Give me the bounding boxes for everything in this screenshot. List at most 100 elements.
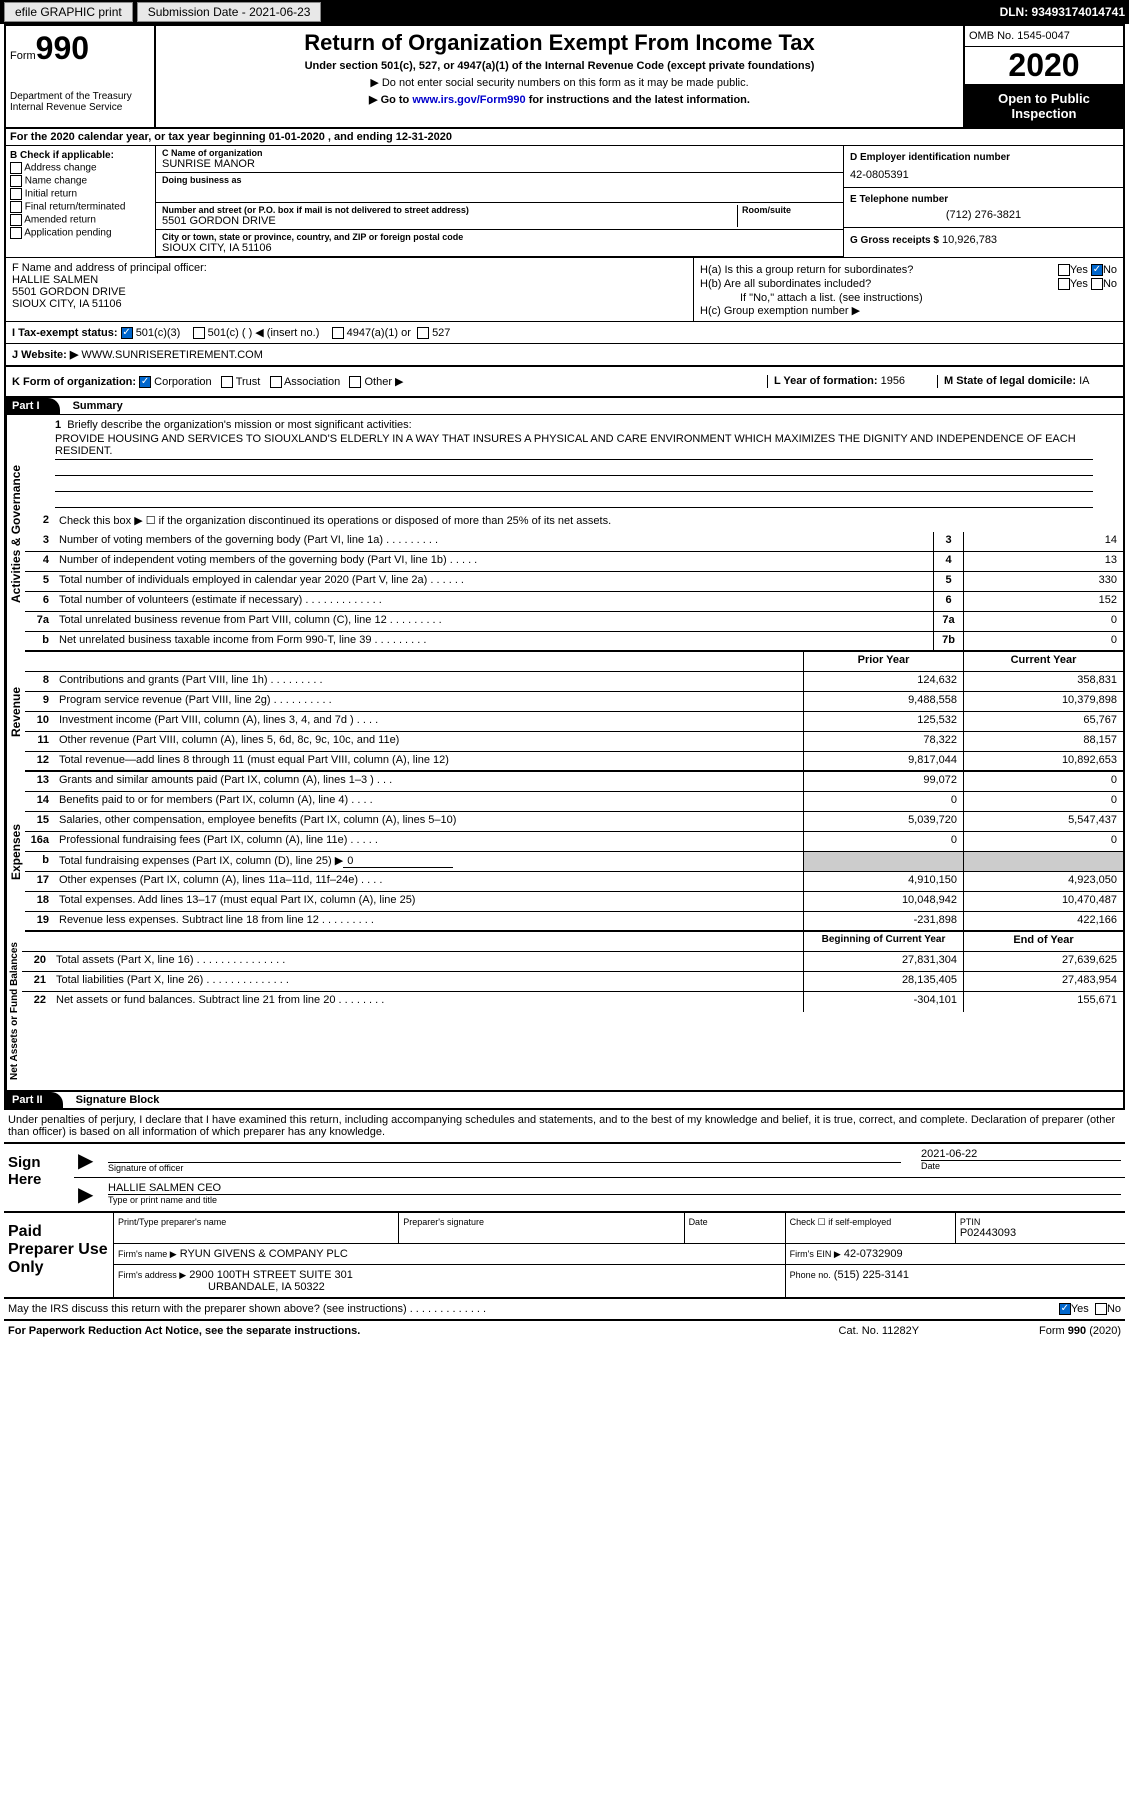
hc-text: H(c) Group exemption number ▶ — [700, 304, 1117, 317]
officer-addr2: SIOUX CITY, IA 51106 — [12, 298, 687, 310]
eoy-hdr: End of Year — [963, 932, 1123, 951]
officer-printed: HALLIE SALMEN CEO — [108, 1182, 1121, 1194]
ein-val: 42-0805391 — [850, 169, 1117, 181]
org-city: SIOUX CITY, IA 51106 — [162, 242, 837, 254]
declaration: Under penalties of perjury, I declare th… — [4, 1110, 1125, 1142]
ptin-val: P02443093 — [960, 1227, 1121, 1239]
l10: Investment income (Part VIII, column (A)… — [55, 712, 803, 731]
check-name-change[interactable]: Name change — [25, 176, 87, 187]
section-a: For the 2020 calendar year, or tax year … — [6, 129, 1123, 146]
firm-city: URBANDALE, IA 50322 — [118, 1281, 781, 1293]
main-title: Return of Organization Exempt From Incom… — [160, 30, 959, 56]
pp-sig-lbl: Preparer's signature — [403, 1217, 679, 1227]
pra-notice: For Paperwork Reduction Act Notice, see … — [8, 1325, 839, 1337]
l22: Net assets or fund balances. Subtract li… — [52, 992, 803, 1012]
type-print-lbl: Type or print name and title — [108, 1194, 1121, 1205]
check-initial[interactable]: Initial return — [25, 189, 77, 200]
l16a: Professional fundraising fees (Part IX, … — [55, 832, 803, 851]
l9: Program service revenue (Part VIII, line… — [55, 692, 803, 711]
l15: Salaries, other compensation, employee b… — [55, 812, 803, 831]
firm-name: RYUN GIVENS & COMPANY PLC — [180, 1248, 348, 1260]
city-lbl: City or town, state or province, country… — [162, 232, 837, 242]
l11: Other revenue (Part VIII, column (A), li… — [55, 732, 803, 751]
check-amended[interactable]: Amended return — [24, 215, 96, 226]
pp-date-lbl: Date — [689, 1217, 781, 1227]
l7a: Total unrelated business revenue from Pa… — [55, 612, 933, 631]
row-i: I Tax-exempt status: ✓ 501(c)(3) 501(c) … — [6, 321, 1123, 344]
website-lbl: J Website: ▶ — [12, 348, 78, 361]
net-assets-label: Net Assets or Fund Balances — [6, 932, 22, 1090]
sign-here: Sign Here — [4, 1144, 74, 1211]
arrow-icon-2: ▶ — [78, 1182, 108, 1207]
firm-addr: 2900 100TH STREET SUITE 301 — [189, 1269, 353, 1281]
dept-treasury: Department of the Treasury Internal Reve… — [10, 91, 150, 113]
l6: Total number of volunteers (estimate if … — [55, 592, 933, 611]
l20: Total assets (Part X, line 16) . . . . .… — [52, 952, 803, 971]
officer-addr1: 5501 GORDON DRIVE — [12, 286, 687, 298]
omb-number: OMB No. 1545-0047 — [965, 26, 1123, 47]
form-footer: Form 990 (2020) — [1039, 1325, 1121, 1337]
addr-lbl: Number and street (or P.O. box if mail i… — [162, 205, 737, 215]
org-addr: 5501 GORDON DRIVE — [162, 215, 737, 227]
l17: Other expenses (Part IX, column (A), lin… — [55, 872, 803, 891]
l16b: Total fundraising expenses (Part IX, col… — [55, 852, 803, 871]
phone-lbl: E Telephone number — [850, 194, 1117, 205]
l3: Number of voting members of the governin… — [55, 532, 933, 551]
l1-text: Briefly describe the organization's miss… — [67, 419, 411, 431]
pp-name-lbl: Print/Type preparer's name — [118, 1217, 394, 1227]
submission-date-button[interactable]: Submission Date - 2021-06-23 — [137, 2, 322, 22]
mission-text: PROVIDE HOUSING AND SERVICES TO SIOUXLAN… — [55, 431, 1093, 460]
expenses-label: Expenses — [6, 772, 25, 932]
check-self[interactable]: Check ☐ if self-employed — [790, 1217, 951, 1228]
part2-header: Part II — [6, 1092, 63, 1108]
officer-lbl: F Name and address of principal officer: — [12, 262, 687, 274]
l12: Total revenue—add lines 8 through 11 (mu… — [55, 752, 803, 770]
sub-title-3: ▶ Go to www.irs.gov/Form990 for instruct… — [160, 93, 959, 106]
firm-ein: 42-0732909 — [844, 1248, 903, 1260]
form-990: Form990 Department of the Treasury Inter… — [4, 24, 1125, 1110]
open-to-public: Open to Public Inspection — [965, 85, 1123, 127]
website-link[interactable]: WWW.SUNRISERETIREMENT.COM — [81, 349, 263, 361]
ptin-lbl: PTIN — [960, 1217, 1121, 1227]
sig-officer-lbl: Signature of officer — [108, 1162, 901, 1173]
bcy-hdr: Beginning of Current Year — [803, 932, 963, 951]
sub-title-2: ▶ Do not enter social security numbers o… — [160, 76, 959, 89]
officer-name: HALLIE SALMEN — [12, 274, 687, 286]
l5: Total number of individuals employed in … — [55, 572, 933, 591]
irs-link[interactable]: www.irs.gov/Form990 — [412, 94, 525, 106]
phone-val: (712) 276-3821 — [850, 209, 1117, 221]
arrow-icon: ▶ — [78, 1148, 108, 1173]
l4: Number of independent voting members of … — [55, 552, 933, 571]
l2: Check this box ▶ ☐ if the organization d… — [55, 512, 1123, 532]
ha-text: H(a) Is this a group return for subordin… — [700, 264, 913, 276]
l19: Revenue less expenses. Subtract line 18 … — [55, 912, 803, 930]
check-final[interactable]: Final return/terminated — [25, 202, 126, 213]
paid-preparer: Paid Preparer Use Only — [4, 1213, 114, 1297]
check-pending[interactable]: Application pending — [24, 228, 111, 239]
l7b: Net unrelated business taxable income fr… — [55, 632, 933, 650]
tax-year: 2020 — [965, 47, 1123, 85]
l13: Grants and similar amounts paid (Part IX… — [55, 772, 803, 791]
efile-print-button[interactable]: efile GRAPHIC print — [4, 2, 133, 22]
revenue-label: Revenue — [6, 652, 25, 772]
hb-text: H(b) Are all subordinates included? — [700, 278, 871, 290]
part1-sub: Summary — [73, 400, 123, 412]
sig-date: 2021-06-22 — [921, 1148, 1121, 1160]
current-year-hdr: Current Year — [963, 652, 1123, 671]
gross-lbl: G Gross receipts $ — [850, 235, 939, 246]
prior-year-hdr: Prior Year — [803, 652, 963, 671]
l18: Total expenses. Add lines 13–17 (must eq… — [55, 892, 803, 911]
check-addr-change[interactable]: Address change — [24, 163, 96, 174]
prep-phone: (515) 225-3141 — [834, 1269, 909, 1281]
date-lbl: Date — [921, 1160, 1121, 1171]
l8: Contributions and grants (Part VIII, lin… — [55, 672, 803, 691]
cat-no: Cat. No. 11282Y — [839, 1325, 920, 1337]
discuss-text: May the IRS discuss this return with the… — [8, 1303, 407, 1315]
part1-header: Part I — [6, 398, 60, 414]
org-name: SUNRISE MANOR — [162, 158, 837, 170]
org-name-lbl: C Name of organization — [162, 148, 837, 158]
l14: Benefits paid to or for members (Part IX… — [55, 792, 803, 811]
top-bar: efile GRAPHIC print Submission Date - 20… — [0, 0, 1129, 24]
section-b: B Check if applicable: Address change Na… — [6, 146, 156, 257]
part2-sub: Signature Block — [76, 1094, 160, 1106]
